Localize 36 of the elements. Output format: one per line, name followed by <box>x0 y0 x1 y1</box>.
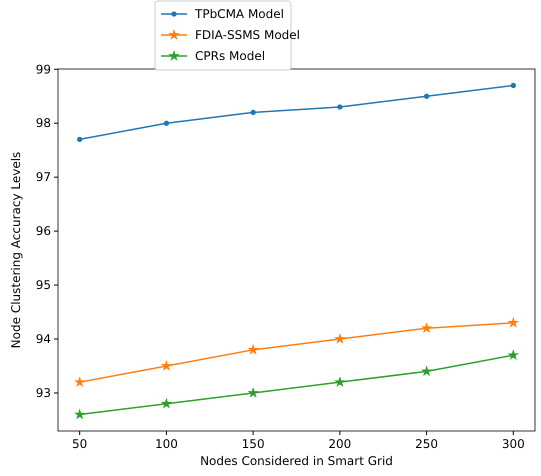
point <box>77 136 82 142</box>
point <box>508 349 519 360</box>
point <box>510 82 516 88</box>
x-tick-label: 100 <box>154 437 178 451</box>
y-tick-label: 93 <box>36 386 51 400</box>
point <box>250 110 256 116</box>
x-tick-label: 50 <box>72 437 88 451</box>
y-tick-label: 99 <box>36 62 51 76</box>
point <box>334 333 346 344</box>
x-tick-label: 200 <box>328 437 352 451</box>
x-tick-label: 300 <box>502 437 525 451</box>
point <box>160 360 172 371</box>
point <box>164 120 170 126</box>
point <box>420 322 432 334</box>
point <box>247 344 259 355</box>
point <box>337 104 343 110</box>
x-tick-label: 150 <box>242 437 265 451</box>
legend-label: FDIA-SSMS Model <box>195 28 300 42</box>
y-tick-label: 98 <box>36 116 51 130</box>
point <box>334 376 346 388</box>
point <box>160 398 172 409</box>
point <box>74 376 86 388</box>
x-axis-title: Nodes Considered in Smart Grid <box>200 454 393 468</box>
y-tick-label: 94 <box>36 332 51 346</box>
y-axis-title: Node Clustering Accuracy Levels <box>9 152 23 348</box>
point <box>508 316 519 328</box>
y-tick-label: 95 <box>36 278 51 292</box>
point <box>247 386 259 398</box>
y-tick-label: 96 <box>36 224 51 238</box>
point <box>74 408 86 420</box>
legend-label: CPRs Model <box>195 49 266 63</box>
point <box>420 365 432 376</box>
x-tick-label: 250 <box>415 437 438 451</box>
point <box>424 94 430 99</box>
legend-label: TPbCMA Model <box>194 7 284 21</box>
y-tick-label: 97 <box>36 170 51 184</box>
